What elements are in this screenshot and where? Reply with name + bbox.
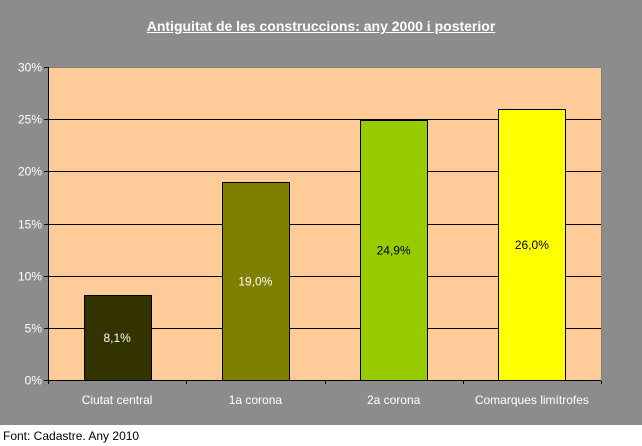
y-tick-label: 25% (18, 113, 42, 127)
bar (84, 295, 152, 381)
chart-title: Antiguitat de les construccions: any 200… (146, 18, 496, 34)
x-tick-label: 1a corona (229, 393, 283, 407)
data-label: 8,1% (103, 331, 131, 345)
x-tick-label: Ciutat central (82, 393, 153, 407)
y-tick-label: 5% (25, 322, 43, 336)
bar (222, 182, 290, 381)
source-note: Font: Cadastre. Any 2010 (3, 429, 140, 443)
y-tick-label: 15% (18, 218, 42, 232)
x-tick-label: 2a corona (367, 393, 421, 407)
data-label: 26,0% (515, 238, 549, 252)
bar (360, 120, 428, 381)
y-tick-label: 10% (18, 270, 42, 284)
data-label: 19,0% (238, 275, 272, 289)
data-label: 24,9% (377, 244, 411, 258)
bar-chart: 0% 5% 10% 15% 20% 25% 30% 8,1% Ciutat central 19,… (18, 61, 602, 407)
y-tick-label: 0% (25, 374, 43, 388)
y-tick-label: 20% (18, 165, 42, 179)
x-tick-label: Comarques limítrofes (475, 393, 589, 407)
y-tick-label: 30% (18, 61, 42, 75)
